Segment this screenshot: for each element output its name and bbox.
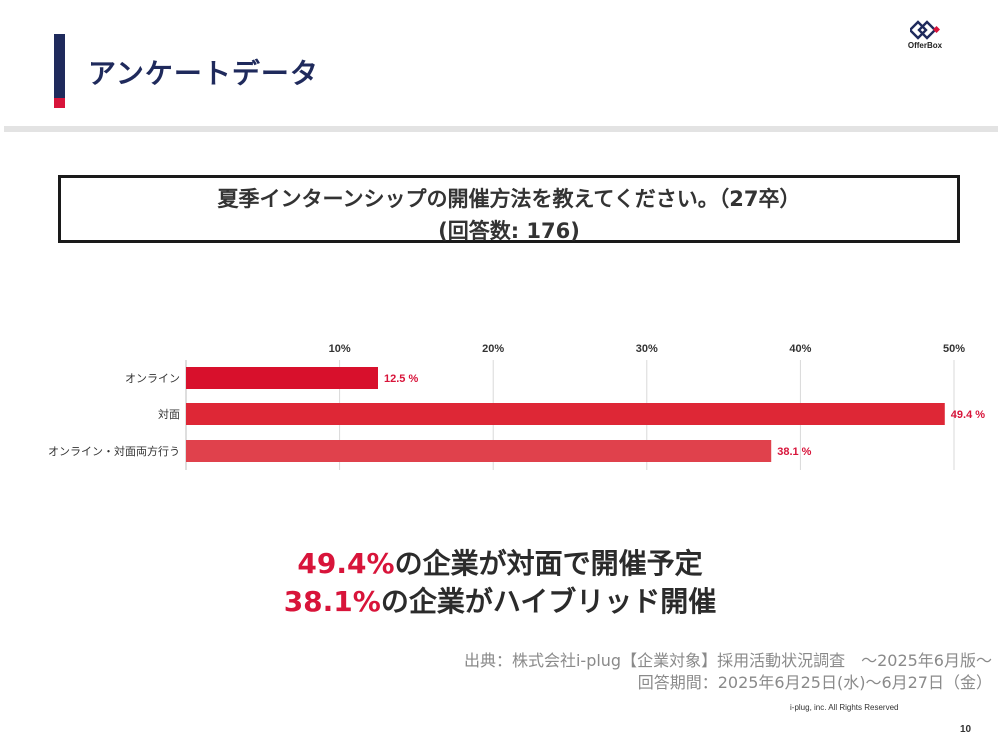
x-tick-label: 40% <box>789 343 811 355</box>
summary: 49.4%の企業が対面で開催予定 38.1%の企業がハイブリッド開催 <box>0 545 1000 621</box>
copyright: i-plug, inc. All Rights Reserved <box>790 703 899 712</box>
question-text: 夏季インターンシップの開催方法を教えてください。（27卒） <box>217 187 801 211</box>
data-label: 38.1 % <box>777 446 811 458</box>
x-tick-label: 10% <box>329 343 351 355</box>
logo-text: OfferBox <box>907 41 943 50</box>
summary-pct-1: 49.4% <box>297 547 395 580</box>
source-line-2: 回答期間：2025年6月25日(水)～6月27日（金） <box>637 673 992 692</box>
source-line-1: 出典：株式会社i-plug【企業対象】採用活動状況調査 ～2025年6月版～ <box>463 651 992 670</box>
page-title: アンケートデータ <box>88 57 319 90</box>
x-tick-label: 30% <box>636 343 658 355</box>
offerbox-logo: OfferBox <box>905 20 945 60</box>
title-accent-bar <box>54 34 65 98</box>
header-divider <box>4 126 998 132</box>
data-label: 49.4 % <box>951 409 985 421</box>
bar <box>186 403 945 425</box>
bar <box>186 440 772 462</box>
category-label: オンライン <box>125 372 180 385</box>
question-box: 夏季インターンシップの開催方法を教えてください。（27卒） (回答数: 176) <box>58 175 960 243</box>
data-label: 12.5 % <box>384 373 418 385</box>
category-label: 対面 <box>158 407 180 421</box>
bar <box>186 367 378 389</box>
summary-line-1: 49.4%の企業が対面で開催予定 <box>0 545 1000 583</box>
title-accent-bar-red <box>54 98 65 108</box>
offerbox-logo-icon <box>910 20 940 40</box>
summary-pct-2: 38.1% <box>283 585 381 618</box>
summary-line-2: 38.1%の企業がハイブリッド開催 <box>0 583 1000 621</box>
x-tick-label: 20% <box>482 343 504 355</box>
source-note: 出典：株式会社i-plug【企業対象】採用活動状況調査 ～2025年6月版～ 回… <box>464 650 992 694</box>
x-tick-label: 50% <box>943 343 965 355</box>
category-label: オンライン・対面両方行う <box>48 444 180 458</box>
summary-text-1: の企業が対面で開催予定 <box>394 547 703 580</box>
summary-text-2: の企業がハイブリッド開催 <box>380 585 717 618</box>
bar-chart-svg: 10% 20% 30% 40% 50% オンライン 12.5 % 対面 49.4 % オンライン・… <box>48 343 985 470</box>
bar-chart: 10% 20% 30% 40% 50% オンライン 12.5 % 対面 49.4 % オンライン・… <box>0 330 1000 480</box>
page-number: 10 <box>960 724 972 735</box>
response-count: (回答数: 176) <box>438 219 580 243</box>
